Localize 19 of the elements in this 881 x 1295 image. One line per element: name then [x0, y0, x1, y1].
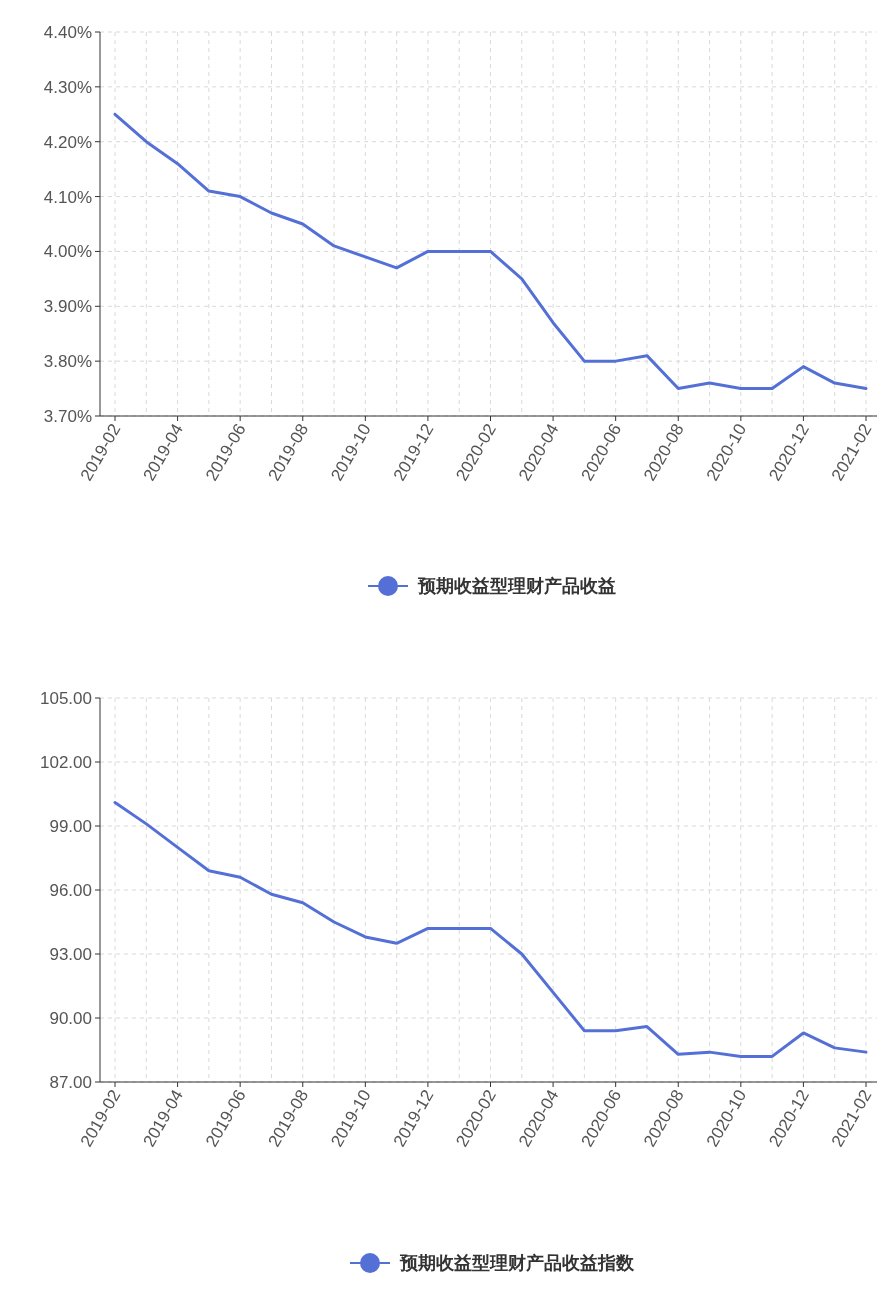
line-series	[113, 801, 868, 1058]
y-tick-label: 3.70%	[43, 407, 92, 426]
legend-label: 预期收益型理财产品收益	[417, 576, 616, 596]
y-tick-label: 4.10%	[43, 187, 92, 207]
legend-label: 预期收益型理财产品收益指数	[399, 1253, 635, 1273]
y-tick-label: 99.00	[49, 817, 92, 836]
y-tick-label: 102.00	[40, 753, 92, 772]
y-tick-label: 90.00	[49, 1009, 92, 1028]
y-tick-label: 4.30%	[43, 77, 92, 97]
line-series	[113, 112, 868, 391]
y-tick-label: 105.00	[40, 689, 92, 708]
y-tick-label: 4.00%	[43, 242, 92, 262]
y-tick-label: 93.00	[49, 945, 92, 964]
y-tick-label: 4.20%	[43, 132, 92, 152]
y-tick-label: 87.00	[49, 1073, 92, 1092]
y-tick-label: 3.80%	[43, 352, 92, 372]
y-tick-label: 96.00	[49, 881, 92, 900]
y-tick-label: 3.90%	[43, 297, 92, 317]
y-tick-label: 4.40%	[43, 23, 92, 42]
